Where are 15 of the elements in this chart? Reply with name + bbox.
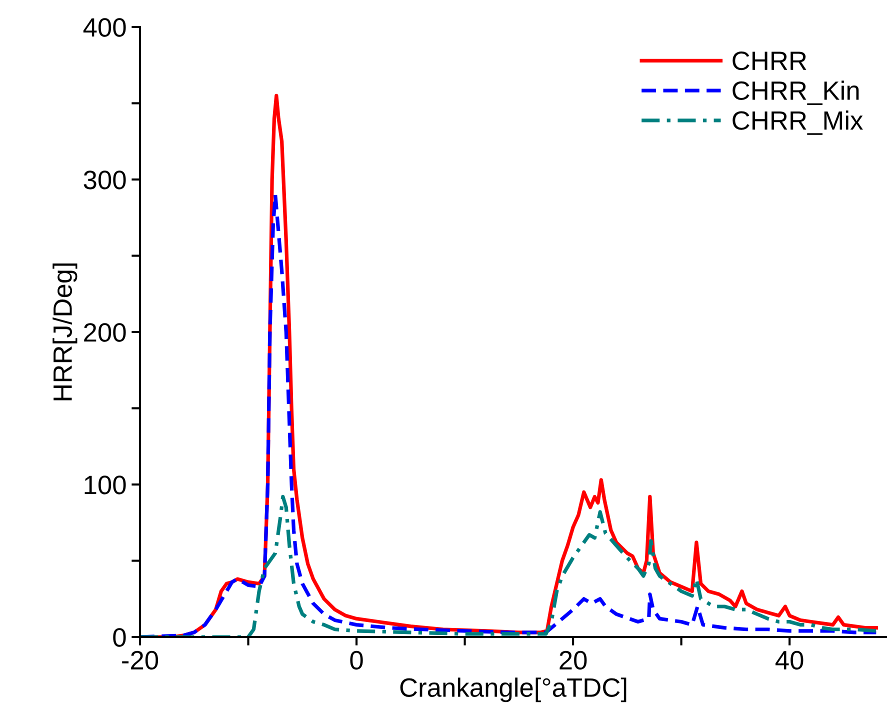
x-axis-title: Crankangle[°aTDC] [400,678,626,702]
legend-label: CHRR_Kin [732,80,859,105]
y-tick-label: 200 [84,323,126,342]
y-tick-label: 400 [83,18,126,37]
y-tick-label: 100 [84,476,126,494]
x-tick-label: 20 [560,650,587,670]
y-tick-label: 0 [113,628,126,647]
line-series [140,494,878,637]
y-tick-label: 300 [84,170,126,190]
legend-label: CHRR [732,51,806,70]
x-tick-label: 0 [350,650,363,670]
x-tick-label: -20 [122,650,158,670]
y-axis-title: HRR[J/Deg] [52,263,78,400]
legend-label: CHRR_Mix [732,110,863,135]
x-tick-label: 40 [775,650,804,670]
